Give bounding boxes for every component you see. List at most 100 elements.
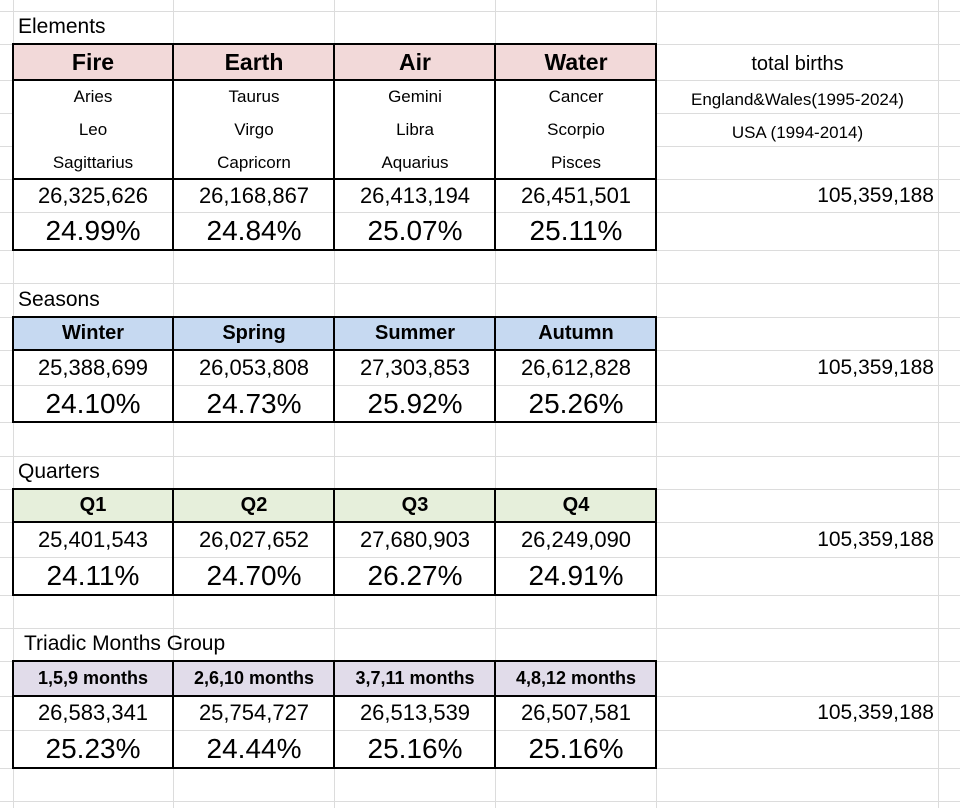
table-divider: [494, 660, 496, 769]
count-cell[interactable]: 26,513,539: [359, 700, 471, 725]
count-cell[interactable]: 26,053,808: [198, 354, 310, 380]
gridline-row: [0, 422, 960, 423]
header-cell-q3[interactable]: Q3: [335, 489, 495, 522]
header-cell-triadic-3[interactable]: 3,7,11 months: [335, 661, 495, 696]
header-cell-air[interactable]: Air: [335, 44, 495, 80]
total-births-label[interactable]: total births: [751, 53, 844, 75]
table-divider: [333, 660, 335, 769]
section-title-elements: Elements: [18, 15, 106, 38]
percent-cell[interactable]: 25.16%: [528, 733, 624, 764]
total-cell[interactable]: 105,359,188: [817, 183, 934, 207]
table-divider: [12, 349, 657, 351]
table-divider: [12, 178, 657, 180]
percent-cell[interactable]: 25.92%: [367, 387, 463, 419]
count-cell[interactable]: 26,507,581: [520, 700, 632, 725]
sign-cell[interactable]: Leo: [13, 113, 173, 146]
header-cell-earth[interactable]: Earth: [174, 44, 334, 80]
sign-cell[interactable]: Sagittarius: [13, 146, 173, 179]
sign-cell[interactable]: Scorpio: [496, 113, 656, 146]
sign-cell[interactable]: Pisces: [496, 146, 656, 179]
count-cell[interactable]: 26,168,867: [198, 182, 310, 208]
table-divider: [494, 43, 496, 251]
total-cell[interactable]: 105,359,188: [817, 527, 934, 551]
header-cell-spring[interactable]: Spring: [174, 317, 334, 350]
table-divider: [172, 43, 174, 251]
count-cell[interactable]: 25,388,699: [37, 354, 149, 380]
percent-cell[interactable]: 24.84%: [206, 215, 302, 246]
count-cell[interactable]: 25,754,727: [198, 700, 310, 725]
percent-cell[interactable]: 24.73%: [206, 387, 302, 419]
gridline-row: [0, 768, 960, 769]
gridline-row: [0, 283, 960, 284]
sign-cell[interactable]: Capricorn: [174, 146, 334, 179]
table-divider: [333, 43, 335, 251]
percent-cell[interactable]: 24.91%: [528, 560, 624, 591]
header-cell-triadic-2[interactable]: 2,6,10 months: [174, 661, 334, 696]
count-cell[interactable]: 27,303,853: [359, 354, 471, 380]
table-divider: [333, 488, 335, 596]
percent-cell[interactable]: 24.99%: [45, 215, 141, 246]
percent-cell[interactable]: 26.27%: [367, 560, 463, 591]
gridline-row: [0, 250, 960, 251]
count-cell[interactable]: 26,451,501: [520, 182, 632, 208]
gridline-row: [0, 11, 960, 12]
header-cell-triadic-4[interactable]: 4,8,12 months: [496, 661, 656, 696]
percent-cell[interactable]: 24.44%: [206, 733, 302, 764]
table-divider: [494, 488, 496, 596]
gridline-row: [0, 730, 960, 731]
header-cell-q1[interactable]: Q1: [13, 489, 173, 522]
percent-cell[interactable]: 25.26%: [528, 387, 624, 419]
gridline-row: [0, 628, 960, 629]
header-cell-winter[interactable]: Winter: [13, 317, 173, 350]
sign-cell[interactable]: Taurus: [174, 80, 334, 113]
header-cell-fire[interactable]: Fire: [13, 44, 173, 80]
sign-cell[interactable]: Aquarius: [335, 146, 495, 179]
percent-cell[interactable]: 25.11%: [529, 215, 623, 246]
section-title-triadic: Triadic Months Group: [24, 632, 226, 655]
header-cell-autumn[interactable]: Autumn: [496, 317, 656, 350]
count-cell[interactable]: 26,325,626: [37, 182, 149, 208]
count-cell[interactable]: 26,249,090: [520, 526, 632, 552]
count-cell[interactable]: 25,401,543: [37, 526, 149, 552]
table-divider: [172, 660, 174, 769]
total-cell[interactable]: 105,359,188: [817, 355, 934, 379]
table-divider: [12, 79, 657, 81]
header-cell-q4[interactable]: Q4: [496, 489, 656, 522]
table-divider: [333, 316, 335, 423]
sign-cell[interactable]: Cancer: [496, 80, 656, 113]
count-cell[interactable]: 26,027,652: [198, 526, 310, 552]
gridline-row: [0, 456, 960, 457]
header-cell-triadic-1[interactable]: 1,5,9 months: [13, 661, 173, 696]
count-cell[interactable]: 26,413,194: [359, 182, 471, 208]
percent-cell[interactable]: 25.23%: [45, 733, 141, 764]
percent-cell[interactable]: 24.10%: [45, 387, 141, 419]
count-cell[interactable]: 27,680,903: [359, 526, 471, 552]
sign-cell[interactable]: Virgo: [174, 113, 334, 146]
total-cell[interactable]: 105,359,188: [817, 701, 934, 724]
percent-cell[interactable]: 25.07%: [367, 215, 463, 246]
gridline-row: [0, 801, 960, 802]
percent-cell[interactable]: 24.70%: [206, 560, 302, 591]
header-cell-q2[interactable]: Q2: [174, 489, 334, 522]
gridline-row: [0, 212, 960, 213]
count-cell[interactable]: 26,612,828: [520, 354, 632, 380]
table-divider: [12, 521, 657, 523]
table-divider: [172, 488, 174, 596]
header-cell-water[interactable]: Water: [496, 44, 656, 80]
source-label-ew[interactable]: England&Wales(1995-2024): [691, 89, 904, 109]
gridline-row: [0, 385, 960, 386]
section-title-quarters: Quarters: [18, 460, 100, 483]
table-divider: [12, 695, 657, 697]
section-title-seasons: Seasons: [18, 288, 100, 311]
source-label-usa[interactable]: USA (1994-2014): [731, 122, 864, 142]
sign-cell[interactable]: Gemini: [335, 80, 495, 113]
percent-cell[interactable]: 24.11%: [46, 560, 140, 591]
percent-cell[interactable]: 25.16%: [367, 733, 463, 764]
gridline-col: [938, 0, 939, 808]
count-cell[interactable]: 26,583,341: [37, 700, 149, 725]
gridline-row: [0, 557, 960, 558]
gridline-row: [0, 595, 960, 596]
sign-cell[interactable]: Aries: [13, 80, 173, 113]
header-cell-summer[interactable]: Summer: [335, 317, 495, 350]
sign-cell[interactable]: Libra: [335, 113, 495, 146]
